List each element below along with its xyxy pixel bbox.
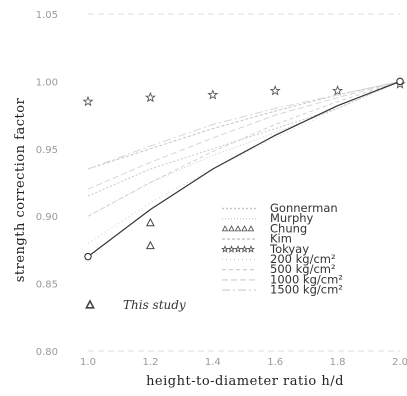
- legend-label-murphy: Murphy: [270, 211, 314, 225]
- series-line-this-study: [87, 80, 401, 258]
- axes: 1.0 1.2 1.4 1.6 1.8 2.0 0.80 0.85 0.90 0.95 1.00 1.…: [36, 10, 407, 368]
- legend-label-chung: Chung: [270, 221, 307, 235]
- data-point-tokyay: [332, 85, 344, 96]
- x-tick-label: 1.8: [330, 357, 346, 368]
- data-point-chung: [145, 240, 155, 250]
- data-point-this-study: [396, 77, 404, 86]
- data-point-chung: [145, 217, 155, 227]
- y-axis-title: strength correction factor: [13, 97, 28, 282]
- y-tick-label: 1.00: [36, 77, 58, 88]
- legend-swatch-chung: [241, 225, 248, 232]
- y-tick-label: 0.80: [36, 347, 58, 358]
- data-point-tokyay: [144, 91, 156, 103]
- data-point-this-study: [84, 252, 92, 261]
- series-line-gonnerman: [87, 80, 401, 197]
- series-line-1000-kg-cm: [87, 80, 401, 190]
- y-tick-label: 0.90: [36, 212, 58, 223]
- x-tick-label: 1.0: [80, 357, 96, 368]
- data-point-tokyay: [82, 95, 94, 107]
- legend-label-kim: Kim: [270, 232, 292, 246]
- legend-swatch-chung: [247, 225, 255, 232]
- legend-swatch-chung: [234, 225, 242, 232]
- legend-label-1000-kg-cm: 1000 kg/cm²: [270, 272, 343, 286]
- x-tick-label: 1.2: [142, 357, 158, 368]
- x-tick-label: 2.0: [392, 357, 407, 368]
- legend-label-500-kg-cm: 500 kg/cm²: [270, 262, 336, 276]
- y-tick-label: 1.05: [36, 10, 58, 21]
- series-line-1500-kg-cm: [87, 80, 401, 170]
- x-tick-label: 1.6: [267, 357, 283, 368]
- legend-label-1500-kg-cm: 1500 kg/cm²: [270, 283, 343, 297]
- legend-swatch-tokyay: [220, 245, 230, 253]
- legend-swatch-chung: [228, 225, 235, 232]
- legend-label-200-kg-cm: 200 kg/cm²: [270, 252, 336, 266]
- legend-swatch-tokyay: [233, 245, 243, 253]
- y-tick-label: 0.95: [36, 145, 58, 156]
- series-layer: [82, 77, 406, 261]
- data-point-tokyay: [269, 85, 281, 96]
- series-line-kim: [87, 80, 401, 170]
- legend-swatch-tokyay: [240, 245, 249, 253]
- legend-swatch-tokyay: [246, 245, 256, 253]
- legend-swatch-this-study: [85, 299, 95, 309]
- series-line-500-kg-cm: [87, 80, 401, 217]
- series-line-200-kg-cm: [87, 80, 401, 244]
- legend-label-this-study: This study: [123, 298, 186, 312]
- data-point-tokyay: [207, 89, 219, 100]
- legend-label-tokyay: Tokyay: [269, 242, 309, 256]
- y-tick-label: 0.85: [36, 280, 58, 291]
- legend-swatch-chung: [221, 225, 229, 232]
- x-axis-title: height-to-diameter ratio h/d: [146, 374, 344, 389]
- legend-label-gonnerman: Gonnerman: [270, 201, 338, 215]
- legend-swatch-tokyay: [227, 245, 236, 253]
- x-tick-label: 1.4: [205, 357, 221, 368]
